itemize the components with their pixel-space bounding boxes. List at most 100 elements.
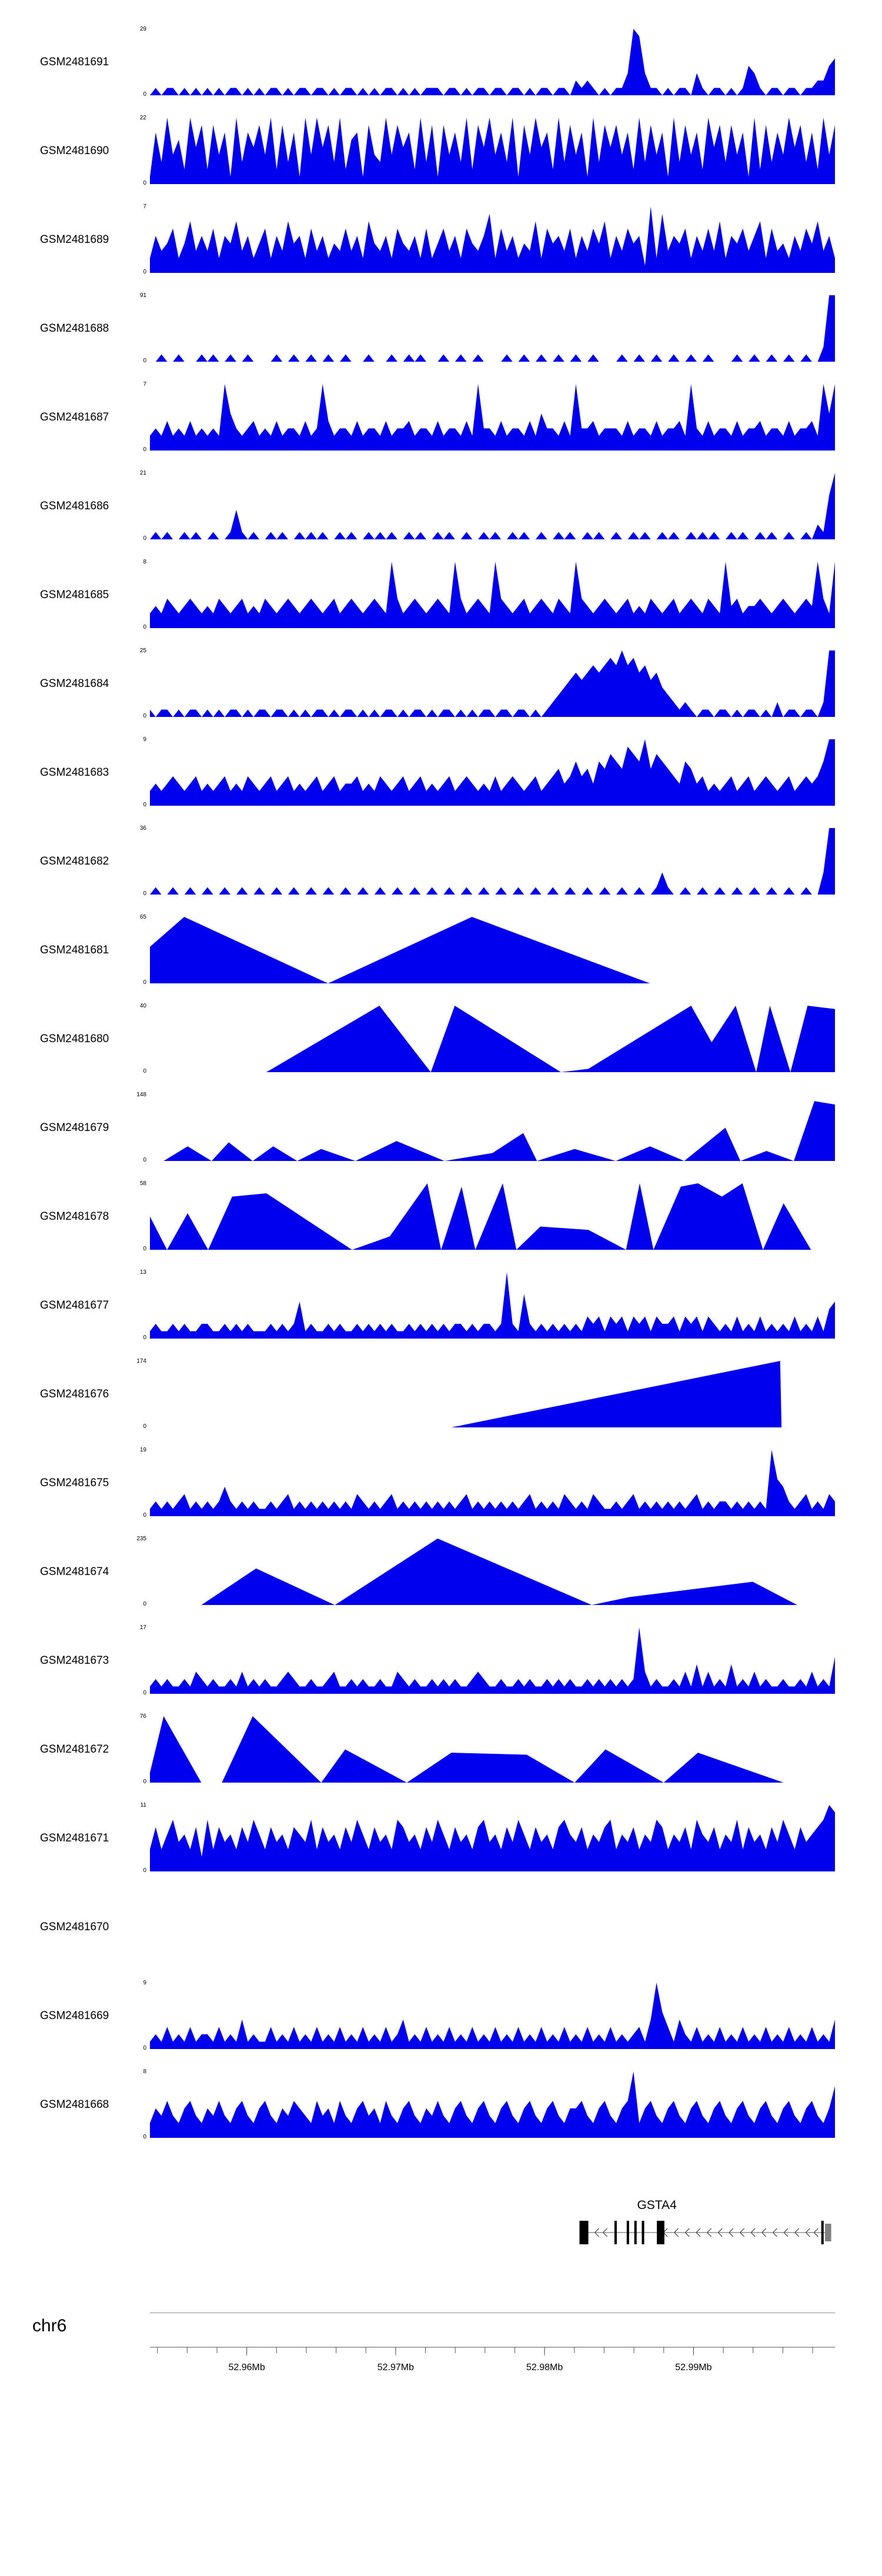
track-plot: 36 0 [140,826,835,897]
track-row: GSM2481687 7 0 [0,373,882,462]
track-row: GSM2481670 [0,1883,882,1971]
signal-polygon [150,1627,835,1694]
signal-area-chart [150,118,835,184]
track-label: GSM2481680 [40,1032,109,1045]
track-label: GSM2481672 [40,1743,109,1756]
signal-polygon [150,118,835,184]
signal-area-chart [150,295,835,362]
signal-area-chart [150,2071,835,2138]
y-axis-max-label: 65 [139,914,146,920]
y-axis-min-label: 0 [143,91,146,98]
track-label: GSM2481691 [40,55,109,68]
signal-polygon [150,1183,835,1250]
y-axis-min-label: 0 [143,1601,146,1607]
track-row: GSM2481691 29 0 [0,18,882,106]
signal-area-chart [150,1716,835,1783]
y-axis-max-label: 7 [143,203,146,210]
y-axis-min-label: 0 [143,1157,146,1163]
chromosome-label: chr6 [32,2316,67,2335]
y-axis-max-label: 8 [143,2068,146,2075]
track-row: GSM2481685 8 0 [0,550,882,639]
track-label: GSM2481677 [40,1299,109,1312]
signal-area-chart [150,206,835,273]
y-axis-min-label: 0 [143,1690,146,1696]
signal-polygon [150,1006,835,1072]
y-axis-min-label: 0 [143,269,146,275]
strand-arrow-icon [717,2228,723,2237]
gene-exon [626,2221,629,2244]
track-label: GSM2481670 [40,1920,109,1933]
signal-polygon [150,1539,835,1605]
signal-area-chart [150,1627,835,1694]
signal-area-chart [150,739,835,806]
signal-area-chart [150,917,835,983]
track-row: GSM2481682 36 0 [0,817,882,906]
track-label: GSM2481675 [40,1476,109,1489]
gene-exon [825,2224,831,2241]
track-row: GSM2481689 7 0 [0,195,882,284]
signal-polygon [150,2071,835,2138]
y-axis-max-label: 7 [143,381,146,388]
y-axis-min-label: 0 [143,1334,146,1341]
signal-area-chart [150,1450,835,1516]
gene-exon [642,2221,644,2244]
y-axis-max-label: 148 [136,1092,146,1098]
y-axis-max-label: 29 [139,26,146,32]
strand-arrow-icon [594,2228,600,2237]
track-row: GSM2481679 148 0 [0,1083,882,1172]
y-axis-min-label: 0 [143,1867,146,1874]
signal-area-chart [150,1272,835,1339]
track-label: GSM2481687 [40,411,109,423]
strand-arrow-icon [783,2228,789,2237]
signal-area-chart [150,1006,835,1072]
ruler-tick-label: 52.97Mb [377,2363,414,2373]
gene-exon [634,2221,637,2244]
track-row: GSM2481672 76 0 [0,1705,882,1794]
track-label: GSM2481686 [40,499,109,512]
signal-polygon [150,1450,835,1516]
track-row: GSM2481673 17 0 [0,1616,882,1705]
y-axis-max-label: 58 [139,1180,146,1187]
signal-area-chart [150,650,835,717]
track-plot: 91 0 [140,293,835,364]
track-row: GSM2481676 174 0 [0,1350,882,1439]
y-axis-max-label: 40 [139,1003,146,1009]
signal-polygon [150,29,835,95]
track-row: GSM2481668 8 0 [0,2060,882,2149]
signal-area-chart [150,29,835,95]
track-plot: 65 0 [140,915,835,986]
track-plot: 29 0 [140,26,835,98]
track-plot: 25 0 [140,648,835,719]
gene-model [579,2221,831,2244]
track-label: GSM2481671 [40,1831,109,1844]
signal-area-chart [150,1983,835,2049]
signal-area-chart [150,1539,835,1605]
y-axis-min-label: 0 [143,624,146,630]
y-axis-min-label: 0 [143,358,146,364]
gene-exon [821,2221,824,2244]
track-row: GSM2481671 11 0 [0,1794,882,1883]
y-axis-max-label: 25 [139,648,146,654]
track-row: GSM2481678 58 0 [0,1172,882,1261]
signal-area-chart [150,1361,835,1427]
signal-polygon [150,650,835,717]
signal-polygon [150,384,835,451]
signal-area-chart [150,1183,835,1250]
track-row: GSM2481688 91 0 [0,284,882,373]
ruler-svg: 52.96Mb 52.97Mb 52.98Mb 52.99Mb [150,2347,835,2373]
y-axis-min-label: 0 [143,1512,146,1519]
track-label: GSM2481690 [40,144,109,157]
signal-polygon [150,206,835,273]
track-plot: 22 0 [140,115,835,186]
signal-polygon [150,828,835,895]
y-axis-max-label: 235 [136,1536,146,1542]
track-row: GSM2481674 235 0 [0,1527,882,1616]
signal-area-chart [150,1101,835,1161]
track-label: GSM2481669 [40,2009,109,2022]
y-axis-min-label: 0 [143,979,146,986]
gene-exon [657,2221,664,2244]
